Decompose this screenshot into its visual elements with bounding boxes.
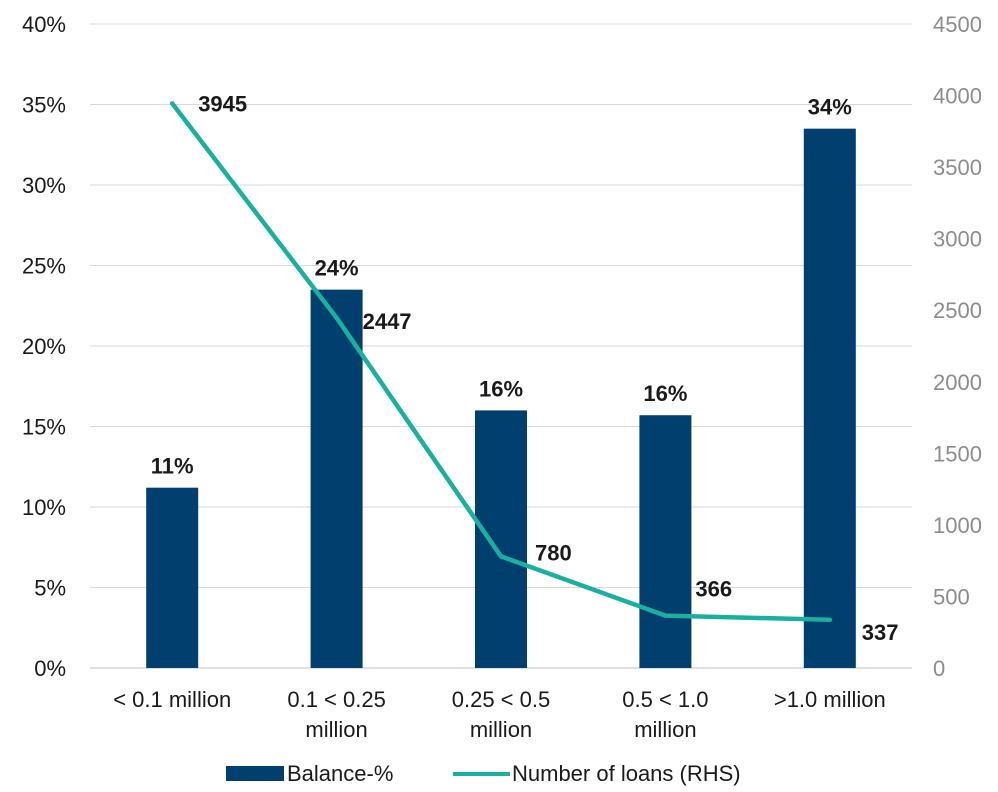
bar-value-label: 11% bbox=[151, 454, 194, 479]
right-tick-label: 500 bbox=[933, 584, 970, 609]
legend-label-loans: Number of loans (RHS) bbox=[512, 761, 741, 786]
right-tick-label: 2000 bbox=[933, 370, 982, 395]
bar-value-label: 24% bbox=[315, 256, 359, 281]
left-tick-label: 20% bbox=[22, 334, 66, 359]
category-label: >1.0 million bbox=[774, 687, 886, 712]
left-axis: 0% 5% 10% 15% 20% 25% 30% 35% 40% bbox=[22, 12, 66, 681]
bar bbox=[310, 289, 363, 668]
category-label: 0.1 < 0.25 million bbox=[287, 687, 385, 742]
right-axis: 0 500 1000 1500 2000 2500 3000 3500 4000 4500 bbox=[933, 12, 982, 681]
right-tick-label: 3500 bbox=[933, 155, 982, 180]
line-value-label: 337 bbox=[862, 620, 899, 645]
right-tick-label: 4500 bbox=[933, 12, 982, 37]
balance-bars bbox=[146, 128, 856, 668]
left-tick-label: 30% bbox=[22, 173, 66, 198]
line-point bbox=[170, 101, 175, 106]
line-point bbox=[827, 617, 832, 622]
legend-label-balance: Balance-% bbox=[287, 761, 393, 786]
line-value-label: 3945 bbox=[198, 91, 247, 116]
loans-line bbox=[169, 101, 833, 623]
left-tick-label: 15% bbox=[22, 415, 66, 440]
right-tick-label: 4000 bbox=[933, 84, 982, 109]
left-tick-label: 25% bbox=[22, 254, 66, 279]
legend: Balance-% Number of loans (RHS) bbox=[226, 761, 741, 786]
line-point bbox=[499, 554, 503, 559]
gridlines bbox=[90, 23, 912, 669]
line-point bbox=[334, 315, 339, 320]
left-tick-label: 5% bbox=[34, 576, 66, 601]
line-value-label: 780 bbox=[535, 540, 572, 565]
legend-swatch-balance bbox=[226, 766, 284, 781]
right-tick-label: 3000 bbox=[933, 227, 982, 252]
bar bbox=[639, 415, 692, 668]
line-data-labels: 3945 2447 780 366 337 bbox=[198, 91, 898, 644]
left-tick-label: 35% bbox=[22, 93, 66, 118]
left-tick-label: 40% bbox=[22, 12, 66, 37]
left-tick-label: 10% bbox=[22, 495, 66, 520]
bar bbox=[803, 128, 856, 668]
right-tick-label: 0 bbox=[933, 656, 945, 681]
category-axis: < 0.1 million 0.1 < 0.25 million 0.25 < 0.5… bbox=[113, 687, 886, 742]
bar bbox=[146, 487, 199, 668]
line-point bbox=[663, 613, 668, 618]
line-value-label: 366 bbox=[695, 577, 732, 602]
bar-value-label: 16% bbox=[643, 381, 687, 406]
category-label: 0.25 < 0.5 million bbox=[452, 687, 550, 742]
right-tick-label: 2500 bbox=[933, 298, 982, 323]
bar-value-label: 34% bbox=[808, 95, 852, 120]
category-label: < 0.1 million bbox=[113, 687, 231, 712]
right-tick-label: 1000 bbox=[933, 513, 982, 538]
bar-data-labels: 11% 24% 16% 16% 34% bbox=[151, 95, 852, 479]
bar-value-label: 16% bbox=[479, 376, 523, 401]
right-tick-label: 1500 bbox=[933, 441, 982, 466]
left-tick-label: 0% bbox=[34, 656, 66, 681]
bar bbox=[475, 410, 527, 668]
line-value-label: 2447 bbox=[363, 309, 412, 334]
category-label: 0.5 < 1.0 million bbox=[622, 687, 708, 742]
